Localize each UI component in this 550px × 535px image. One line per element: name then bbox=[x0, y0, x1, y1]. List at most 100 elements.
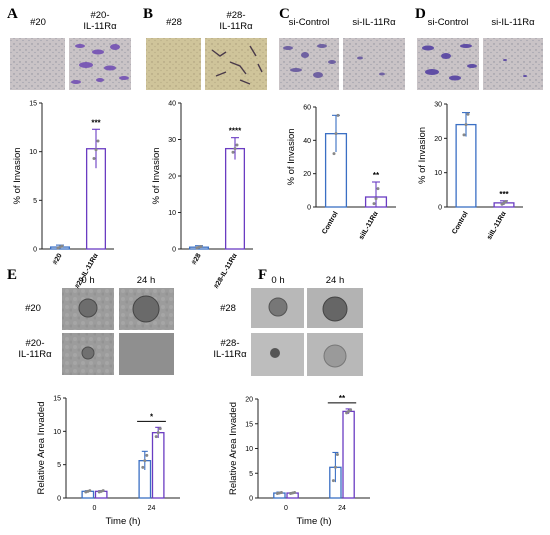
spheroid-images-e: 0 h 24 h #20 #20-IL-11Rα bbox=[18, 275, 174, 375]
data-point bbox=[158, 427, 162, 431]
significance-label: ** bbox=[373, 171, 380, 180]
panel-letter-a: A bbox=[7, 6, 18, 22]
y-axis-label: % of Invasion bbox=[417, 127, 428, 184]
spheroid bbox=[323, 344, 347, 368]
label-line: IL-11Rα bbox=[213, 349, 247, 360]
bar-chart-d: 0 10 20 30 % of Invasion Control siIL-11Rα *** bbox=[417, 102, 523, 241]
spheroid bbox=[268, 297, 288, 317]
label-line: IL-11Rα bbox=[18, 349, 52, 360]
panel-letter-b: B bbox=[143, 6, 153, 22]
data-point bbox=[154, 435, 158, 439]
row-label: #28 bbox=[220, 303, 236, 314]
spheroid bbox=[132, 295, 160, 323]
x-axis-label: Time (h) bbox=[105, 516, 140, 527]
bar-chart-c: 0 20 40 60 % of Invasion Control siIL-11Rα ** bbox=[286, 105, 396, 241]
data-point bbox=[94, 148, 98, 152]
data-point bbox=[231, 150, 235, 154]
data-point bbox=[372, 202, 376, 206]
y-tick-label: 0 bbox=[438, 205, 442, 212]
spheroid-images-f: 0 h 24 h #28 #28-IL-11Rα bbox=[213, 275, 363, 376]
data-point bbox=[199, 244, 203, 248]
time-label: 0 h bbox=[271, 275, 284, 286]
label-line: IL-11Rα bbox=[219, 21, 253, 32]
invaded-cell-clusters bbox=[283, 44, 385, 78]
x-axis-label: Time (h) bbox=[296, 516, 331, 527]
x-tick-label: #20 bbox=[52, 252, 64, 266]
significance-label: ** bbox=[339, 394, 346, 403]
bar bbox=[455, 123, 477, 208]
panel-letter-e: E bbox=[7, 267, 17, 283]
data-point bbox=[466, 112, 470, 116]
bar-chart-e: 0 5 10 15 Relative Area Invaded 0 24 * Time (h) bbox=[36, 396, 180, 527]
y-axis-label: % of Invasion bbox=[286, 128, 297, 185]
data-point bbox=[336, 113, 340, 117]
significance-label: *** bbox=[91, 118, 101, 127]
data-point bbox=[92, 156, 96, 160]
significance-label: **** bbox=[229, 127, 242, 136]
time-label: 24 h bbox=[326, 275, 345, 286]
y-tick-label: 15 bbox=[29, 101, 37, 108]
significance-label: *** bbox=[499, 190, 509, 199]
y-axis-label: Relative Area Invaded bbox=[36, 402, 47, 495]
y-tick-label: 5 bbox=[249, 471, 253, 478]
data-point bbox=[233, 147, 237, 151]
y-axis-label: Relative Area Invaded bbox=[228, 402, 239, 495]
spheroid bbox=[78, 298, 98, 318]
micrographs-c: si-Control si-IL-11Rα bbox=[279, 17, 405, 90]
data-point bbox=[331, 479, 335, 483]
data-point bbox=[376, 187, 380, 191]
y-tick-label: 15 bbox=[53, 396, 61, 403]
micrograph-image bbox=[343, 38, 405, 90]
data-point bbox=[88, 489, 92, 493]
x-tick-label: Control bbox=[321, 210, 340, 235]
x-tick-label: 24 bbox=[148, 505, 156, 512]
invaded-cell-clusters bbox=[71, 44, 129, 84]
spheroid bbox=[270, 348, 280, 358]
data-point bbox=[145, 453, 149, 457]
y-tick-label: 0 bbox=[57, 496, 61, 503]
y-tick-label: 10 bbox=[53, 429, 61, 436]
micrograph-image bbox=[279, 38, 339, 90]
y-tick-label: 15 bbox=[245, 421, 253, 428]
data-point bbox=[141, 465, 145, 469]
y-tick-label: 20 bbox=[168, 174, 176, 181]
y-tick-label: 0 bbox=[307, 205, 311, 212]
bar-chart-b: 0 10 20 30 40 % of Invasion #28 #28-IL-11Rα **** bbox=[151, 101, 253, 290]
y-tick-label: 40 bbox=[303, 138, 311, 145]
y-tick-label: 30 bbox=[434, 102, 442, 109]
bar-chart-f: 0 5 10 15 20 Relative Area Invaded 0 24 ** Time (… bbox=[228, 394, 370, 527]
x-tick-label: 0 bbox=[93, 505, 97, 512]
image-label-multiline: #20-IL-11Rα bbox=[83, 10, 117, 32]
time-label: 0 h bbox=[81, 275, 94, 286]
significance-label: * bbox=[150, 412, 154, 421]
y-tick-label: 30 bbox=[168, 137, 176, 144]
x-tick-label: siIL-11Rα bbox=[358, 210, 380, 241]
data-point bbox=[143, 459, 147, 463]
x-tick-label: 24 bbox=[338, 505, 346, 512]
y-tick-label: 60 bbox=[303, 105, 311, 112]
label-line: #28- bbox=[220, 338, 239, 349]
data-point bbox=[504, 200, 508, 204]
label-line: #20- bbox=[90, 10, 109, 21]
y-tick-label: 0 bbox=[33, 247, 37, 254]
y-tick-label: 10 bbox=[245, 446, 253, 453]
micrographs-a: #20 #20-IL-11Rα bbox=[10, 10, 131, 90]
image-label: si-Control bbox=[428, 17, 469, 28]
micrograph-image bbox=[146, 38, 201, 90]
invaded-cell-clusters bbox=[422, 44, 527, 81]
data-point bbox=[332, 152, 336, 156]
image-label: #28 bbox=[166, 17, 182, 28]
panel-letter-c: C bbox=[279, 6, 290, 22]
panel-letter-d: D bbox=[415, 6, 426, 22]
y-tick-label: 40 bbox=[168, 101, 176, 108]
data-point bbox=[279, 491, 283, 495]
micrographs-b: #28 #28-IL-11Rα bbox=[146, 10, 267, 90]
row-label-multiline: #20-IL-11Rα bbox=[18, 338, 52, 360]
data-point bbox=[156, 431, 160, 435]
x-tick-label: #28 bbox=[191, 252, 203, 266]
y-tick-label: 0 bbox=[172, 247, 176, 254]
data-point bbox=[349, 408, 353, 412]
data-point bbox=[374, 197, 378, 201]
